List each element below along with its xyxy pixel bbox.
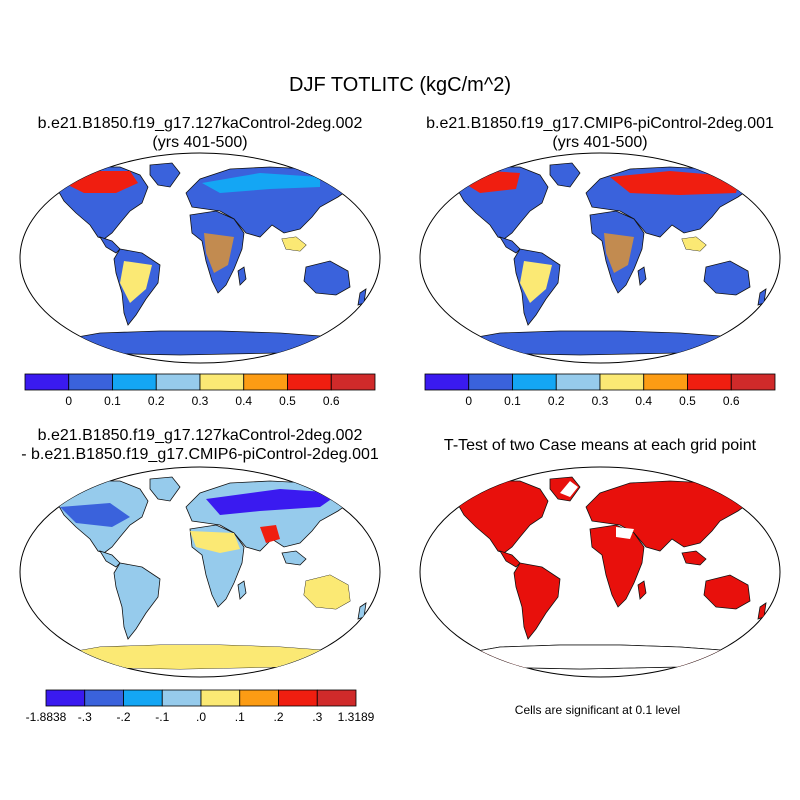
colorbar-box [123,689,163,707]
colorbar-box [316,689,357,707]
colorbar-box [468,373,513,391]
colorbar-label: 0.6 [723,394,740,408]
colorbar-box [161,689,202,707]
insignificant-region [616,527,634,539]
colorbar-box [243,373,288,391]
colorbar-box [112,373,157,391]
map-case1 [19,152,381,364]
colorbar-box [45,689,86,707]
colorbar-case2: 0 0.1 0.2 0.3 0.4 0.5 0.6 [424,373,776,408]
africa-region [204,233,234,273]
significance-note: Cells are significant at 0.1 level [514,703,681,717]
high-region [610,171,740,195]
colorbar-box [512,373,557,391]
tropics-region [120,261,152,303]
colorbar-label: 0 [465,394,472,408]
colorbar-label: .3 [312,710,322,724]
colorbar-label: 0.3 [192,394,209,408]
colorbar-box [278,689,318,707]
colorbar-label: 0.5 [279,394,296,408]
colorbar-case1: 0 0.1 0.2 0.3 0.4 0.5 0.6 [24,373,376,408]
colorbar-box [199,373,245,391]
map-ttest [419,466,781,678]
map-diff [19,466,381,678]
panel-title-case2-line2: (yrs 401-500) [552,134,648,151]
insignificant-region [459,644,741,670]
colorbar-box [84,689,124,707]
colorbar-box [599,373,645,391]
seasia-region [682,237,706,251]
colorbar-box [155,373,201,391]
positive-region [190,531,240,553]
panel-title-ttest: T-Test of two Case means at each grid po… [400,436,800,455]
colorbar-box [287,373,332,391]
panel-title-case2-line1: b.e21.B1850.f19_g17.CMIP6-piControl-2deg… [426,115,774,132]
colorbar-label: 0.1 [104,394,121,408]
panel-title-diff-line2: - b.e21.B1850.f19_g17.CMIP6-piControl-2d… [21,446,379,463]
colorbar-label: .2 [273,710,283,724]
land-layer [55,476,367,670]
africa-region [604,233,634,273]
positive-region [304,575,350,609]
map-case2 [419,152,781,364]
colorbar-label: 0.3 [592,394,609,408]
colorbar-label: -.2 [116,710,130,724]
panel-title-case2: b.e21.B1850.f19_g17.CMIP6-piControl-2deg… [400,114,800,152]
colorbar-label: 0.1 [504,394,521,408]
colorbar-box [24,373,70,391]
colorbar-box [555,373,601,391]
colorbar-label: .1 [235,710,245,724]
seasia-region [282,237,306,251]
colorbar-label: -.1 [155,710,169,724]
panel-title-case1-line1: b.e21.B1850.f19_g17.127kaControl-2deg.00… [37,115,363,132]
colorbar-label: 0.4 [635,394,652,408]
colorbar-label: .0 [196,710,206,724]
land-layer [455,162,767,356]
panel-title-diff-line1: b.e21.B1850.f19_g17.127kaControl-2deg.00… [37,427,363,444]
panel-title-case1: b.e21.B1850.f19_g17.127kaControl-2deg.00… [0,114,400,152]
panel-title-diff: b.e21.B1850.f19_g17.127kaControl-2deg.00… [0,426,400,464]
panel-title-case1-line2: (yrs 401-500) [152,134,248,151]
positive-region [260,525,280,543]
colorbar-label: -.3 [78,710,92,724]
colorbar-label: 0.2 [548,394,565,408]
colorbar-box [730,373,776,391]
colorbar-label: -1.8838 [26,710,67,724]
colorbar-label: 0.2 [148,394,165,408]
colorbar-box [330,373,376,391]
colorbar-box [687,373,732,391]
colorbar-box [68,373,113,391]
colorbar-box [200,689,241,707]
mid-region [202,173,320,193]
colorbar-box [643,373,688,391]
colorbar-diff: -1.8838 -.3 -.2 -.1 .0 .1 .2 .3 1.3189 [26,689,375,724]
colorbar-box [239,689,279,707]
land-layer [55,162,367,356]
colorbar-box [424,373,470,391]
colorbar-label: 0 [65,394,72,408]
tropics-region [520,261,552,303]
colorbar-label: 0.5 [679,394,696,408]
colorbar-label: 0.4 [235,394,252,408]
colorbar-label: 1.3189 [338,710,375,724]
panel-title-ttest-line1: T-Test of two Case means at each grid po… [443,437,757,454]
negative-region [60,503,130,527]
high-region [464,171,520,193]
negative-region [206,489,340,515]
positive-region [60,645,340,669]
page-title: DJF TOTLITC (kgC/m^2) [289,74,511,96]
colorbar-label: 0.6 [323,394,340,408]
insignificant-region [560,481,578,497]
